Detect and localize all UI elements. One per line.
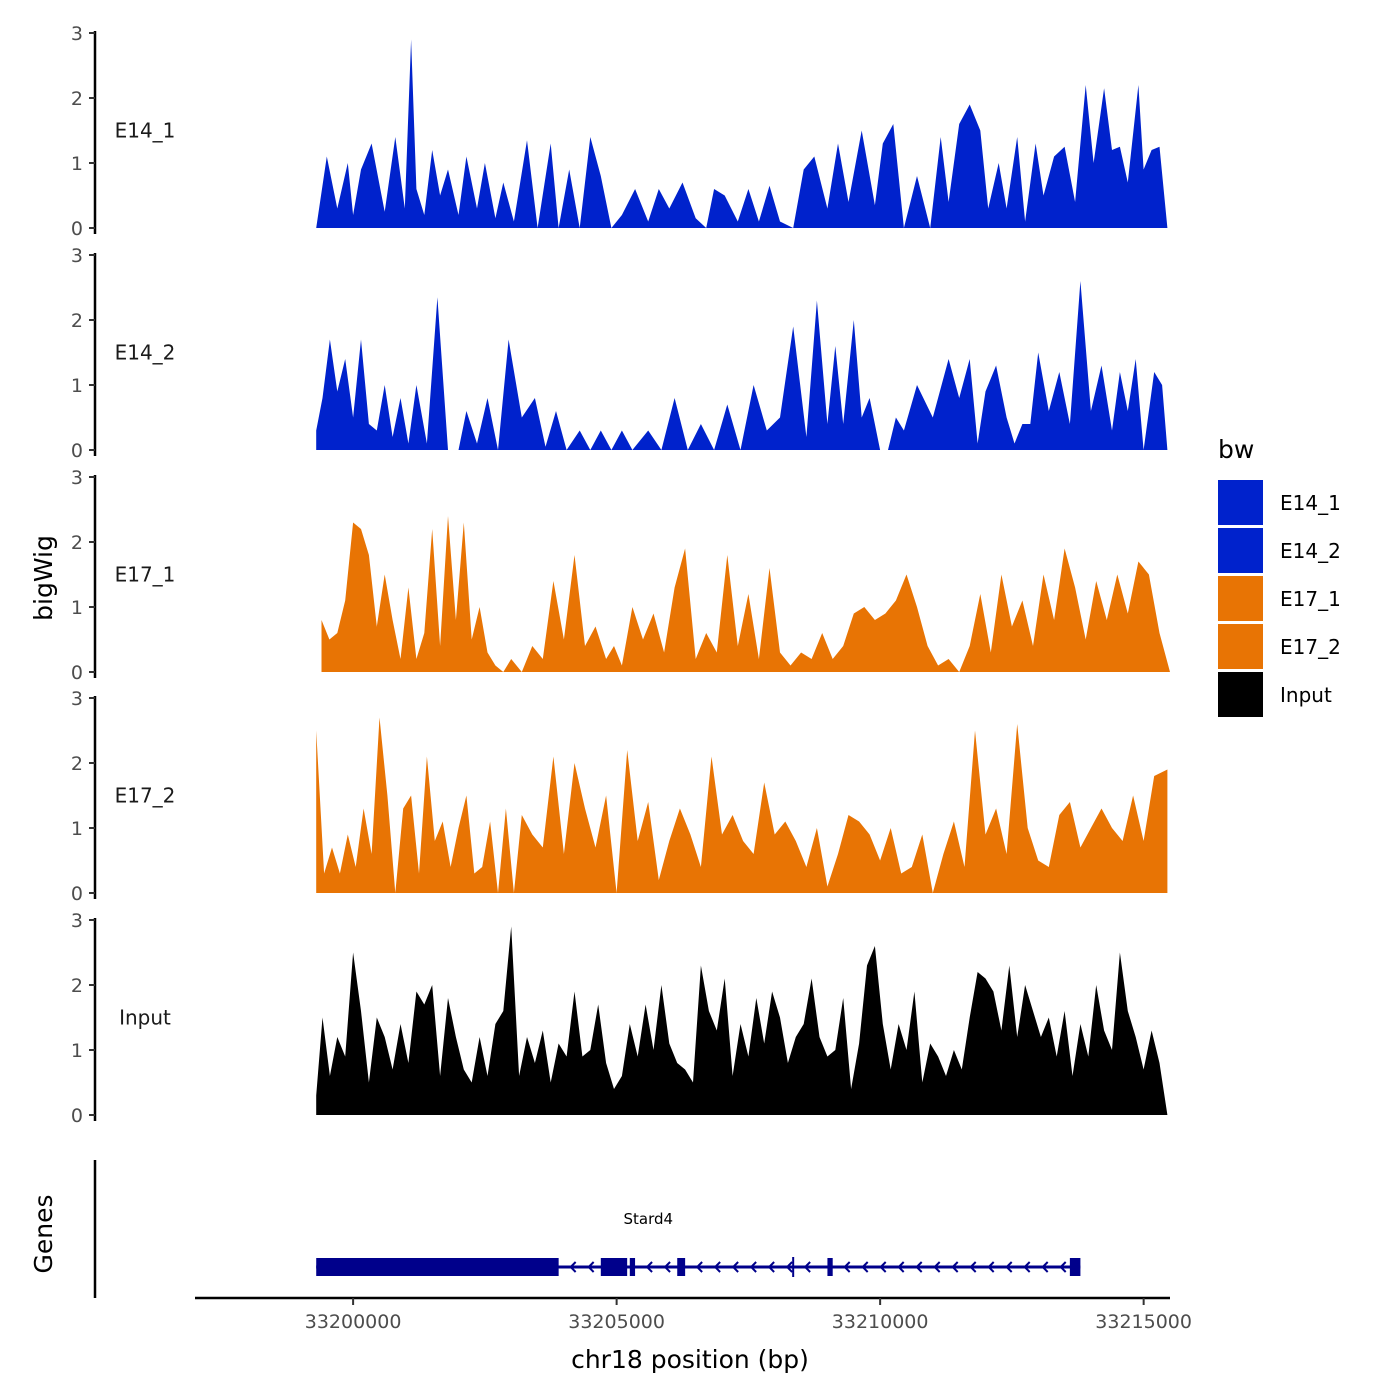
gene-strand-arrow	[897, 1261, 905, 1273]
gene-strand-arrow	[713, 1261, 721, 1273]
y-tick-label: 1	[71, 597, 83, 619]
gene-strand-arrow	[1059, 1261, 1067, 1273]
track-label: Input	[119, 1006, 171, 1030]
gene-strand-arrow	[933, 1261, 941, 1273]
y-tick-label: 2	[71, 753, 83, 775]
y-tick-label: 1	[71, 153, 83, 175]
legend-swatch	[1218, 672, 1263, 717]
track-input: 0 1 2 3 Input	[71, 910, 1168, 1127]
x-tick-label: 33210000	[832, 1311, 929, 1333]
gene-exon	[677, 1258, 686, 1276]
legend-label: Input	[1280, 683, 1332, 707]
series-area-e17-2	[316, 717, 1168, 893]
y-tick-label: 3	[71, 688, 83, 710]
legend-swatch	[1218, 576, 1263, 621]
gene-strand-arrow	[915, 1261, 923, 1273]
y-tick-label: 0	[71, 662, 83, 684]
track-label: E14_1	[115, 119, 176, 143]
x-tick-label: 33215000	[1095, 1311, 1192, 1333]
legend-label: E17_2	[1280, 635, 1341, 659]
track-e17-2: 0 1 2 3 E17_2	[71, 688, 1168, 905]
gene-strand-arrow	[731, 1261, 739, 1273]
gene-strand-arrow	[987, 1261, 995, 1273]
y-tick-label: 3	[71, 23, 83, 45]
gene-strand-arrow	[1023, 1261, 1031, 1273]
gene-strand-arrow	[695, 1261, 703, 1273]
gene-strand-arrow	[749, 1261, 757, 1273]
gene-strand-arrow	[803, 1261, 811, 1273]
y-tick-label: 1	[71, 375, 83, 397]
track-label: E17_1	[115, 563, 176, 587]
track-e17-1: 0 1 2 3 E17_1	[71, 467, 1170, 684]
y-tick-label: 3	[71, 245, 83, 267]
gene-strand-arrow	[843, 1261, 851, 1273]
x-tick-label: 33200000	[305, 1311, 402, 1333]
legend-label: E14_1	[1280, 491, 1341, 515]
gene-strand-arrow	[645, 1261, 653, 1273]
genes-axis-title: Genes	[29, 1194, 58, 1273]
track-label: E14_2	[115, 341, 176, 365]
gene-label: Stard4	[624, 1210, 674, 1228]
y-tick-label: 0	[71, 218, 83, 240]
legend-swatch	[1218, 480, 1263, 525]
gene-strand-arrow	[1041, 1261, 1049, 1273]
legend-title: bw	[1218, 435, 1254, 464]
gene-strand-arrow	[1005, 1261, 1013, 1273]
y-tick-label: 2	[71, 975, 83, 997]
y-tick-label: 1	[71, 1040, 83, 1062]
genes-panel: Stard4	[93, 1160, 1081, 1298]
y-tick-label: 2	[71, 532, 83, 554]
gene-strand-arrow	[663, 1261, 671, 1273]
tracks: 0 1 2 3 E14_1 0 1 2 3 E14_2 0 1 2 3 E17_1 0 1 2 3 E17_2 0 1 2 3…	[71, 23, 1170, 1127]
gene-strand-arrow	[951, 1261, 959, 1273]
y-tick-label: 3	[71, 467, 83, 489]
x-axis-title: chr18 position (bp)	[571, 1345, 809, 1374]
gene-strand-arrow	[587, 1261, 595, 1273]
legend-label: E14_2	[1280, 539, 1341, 563]
y-tick-label: 3	[71, 910, 83, 932]
gene-strand-arrow	[767, 1261, 775, 1273]
gene-exon	[600, 1258, 628, 1276]
gene-strand-arrow	[785, 1261, 793, 1273]
gene-strand-arrow	[861, 1261, 869, 1273]
gene-strand-arrow	[879, 1261, 887, 1273]
x-axis: 33200000 33205000 33210000 33215000	[195, 1296, 1192, 1333]
y-tick-label: 2	[71, 310, 83, 332]
track-e14-2: 0 1 2 3 E14_2	[71, 245, 1168, 462]
series-area-e14-2	[316, 281, 1168, 450]
y-tick-label: 0	[71, 883, 83, 905]
gene-exon	[827, 1258, 833, 1276]
gene-exon	[629, 1258, 636, 1276]
series-area-input	[316, 926, 1168, 1115]
legend-swatch	[1218, 624, 1263, 669]
gene-exon	[1069, 1258, 1081, 1276]
gene-strand-arrow	[969, 1261, 977, 1273]
gene-strand-arrow	[569, 1261, 577, 1273]
y-axis-title: bigWig	[29, 535, 58, 621]
series-area-e14-1	[316, 39, 1168, 228]
legend-swatch	[1218, 528, 1263, 573]
y-tick-label: 0	[71, 1105, 83, 1127]
track-label: E17_2	[115, 784, 176, 808]
y-tick-label: 2	[71, 88, 83, 110]
gene-exon	[316, 1258, 559, 1276]
track-e14-1: 0 1 2 3 E14_1	[71, 23, 1168, 240]
series-area-e17-1	[321, 516, 1170, 672]
legend-label: E17_1	[1280, 587, 1341, 611]
y-tick-label: 0	[71, 440, 83, 462]
legend: bw E14_1 E14_2 E17_1 E17_2 Input	[1218, 435, 1341, 717]
y-tick-label: 1	[71, 818, 83, 840]
x-tick-label: 33205000	[568, 1311, 665, 1333]
